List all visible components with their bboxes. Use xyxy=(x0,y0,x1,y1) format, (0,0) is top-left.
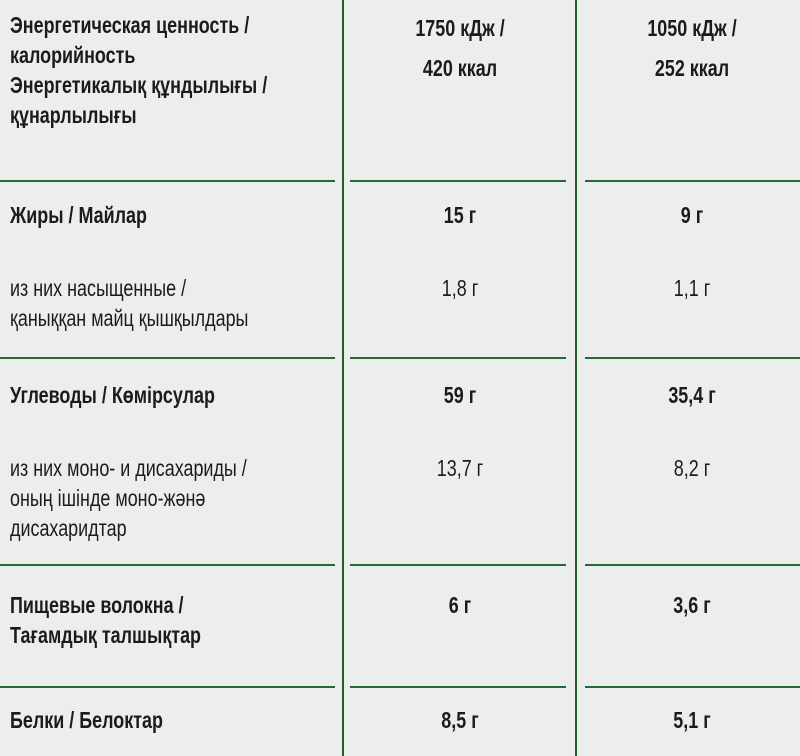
nutrient-label: Пищевые волокна / xyxy=(10,592,184,618)
column-divider-2 xyxy=(575,0,577,756)
nutrient-label: калорийность xyxy=(10,42,136,68)
value-text: 6 г xyxy=(448,592,472,618)
value-text: 1,8 г xyxy=(441,275,479,301)
row-divider xyxy=(0,564,335,566)
value-text: 252 ккал xyxy=(654,55,730,81)
value-text: 8,5 г xyxy=(441,707,479,733)
row-divider xyxy=(0,180,335,182)
value-text: 1050 кДж / xyxy=(647,15,737,41)
nutrient-label: Энергетическая ценность / xyxy=(10,12,250,38)
value-text: 59 г xyxy=(443,382,477,408)
nutrient-label: из них моно- и дисахариды / xyxy=(10,455,247,481)
row-divider xyxy=(585,564,800,566)
row-divider xyxy=(0,357,335,359)
row-divider xyxy=(585,180,800,182)
value-text: 8,2 г xyxy=(673,455,711,481)
value-text: 35,4 г xyxy=(668,382,716,408)
value-text: 13,7 г xyxy=(436,455,484,481)
nutrient-label: Белки / Белоктар xyxy=(10,707,163,733)
nutrient-label: қаныққан майц қышқылдары xyxy=(10,305,249,331)
nutrient-label: дисахаридтар xyxy=(10,515,127,541)
row-divider xyxy=(350,357,566,359)
nutrient-label: из них насыщенные / xyxy=(10,275,187,301)
nutrient-label: Углеводы / Көмірсулар xyxy=(10,382,215,408)
row-divider xyxy=(350,564,566,566)
value-text: 1750 кДж / xyxy=(415,15,505,41)
nutrient-label: Энергетикалық құндылығы / xyxy=(10,72,268,98)
row-divider xyxy=(585,357,800,359)
nutrient-label: Жиры / Майлар xyxy=(10,202,147,228)
nutrient-label: Тағамдық талшықтар xyxy=(10,622,202,648)
row-divider xyxy=(350,180,566,182)
row-divider xyxy=(350,686,566,688)
value-text: 3,6 г xyxy=(673,592,711,618)
nutrient-label: құнарлылығы xyxy=(10,102,137,128)
value-text: 15 г xyxy=(443,202,477,228)
row-divider xyxy=(0,686,335,688)
value-text: 5,1 г xyxy=(673,707,711,733)
row-divider xyxy=(585,686,800,688)
nutrient-label: оның ішінде моно-жәнә xyxy=(10,485,206,511)
value-text: 1,1 г xyxy=(673,275,711,301)
value-text: 9 г xyxy=(680,202,704,228)
column-divider-1 xyxy=(342,0,344,756)
value-text: 420 ккал xyxy=(422,55,498,81)
